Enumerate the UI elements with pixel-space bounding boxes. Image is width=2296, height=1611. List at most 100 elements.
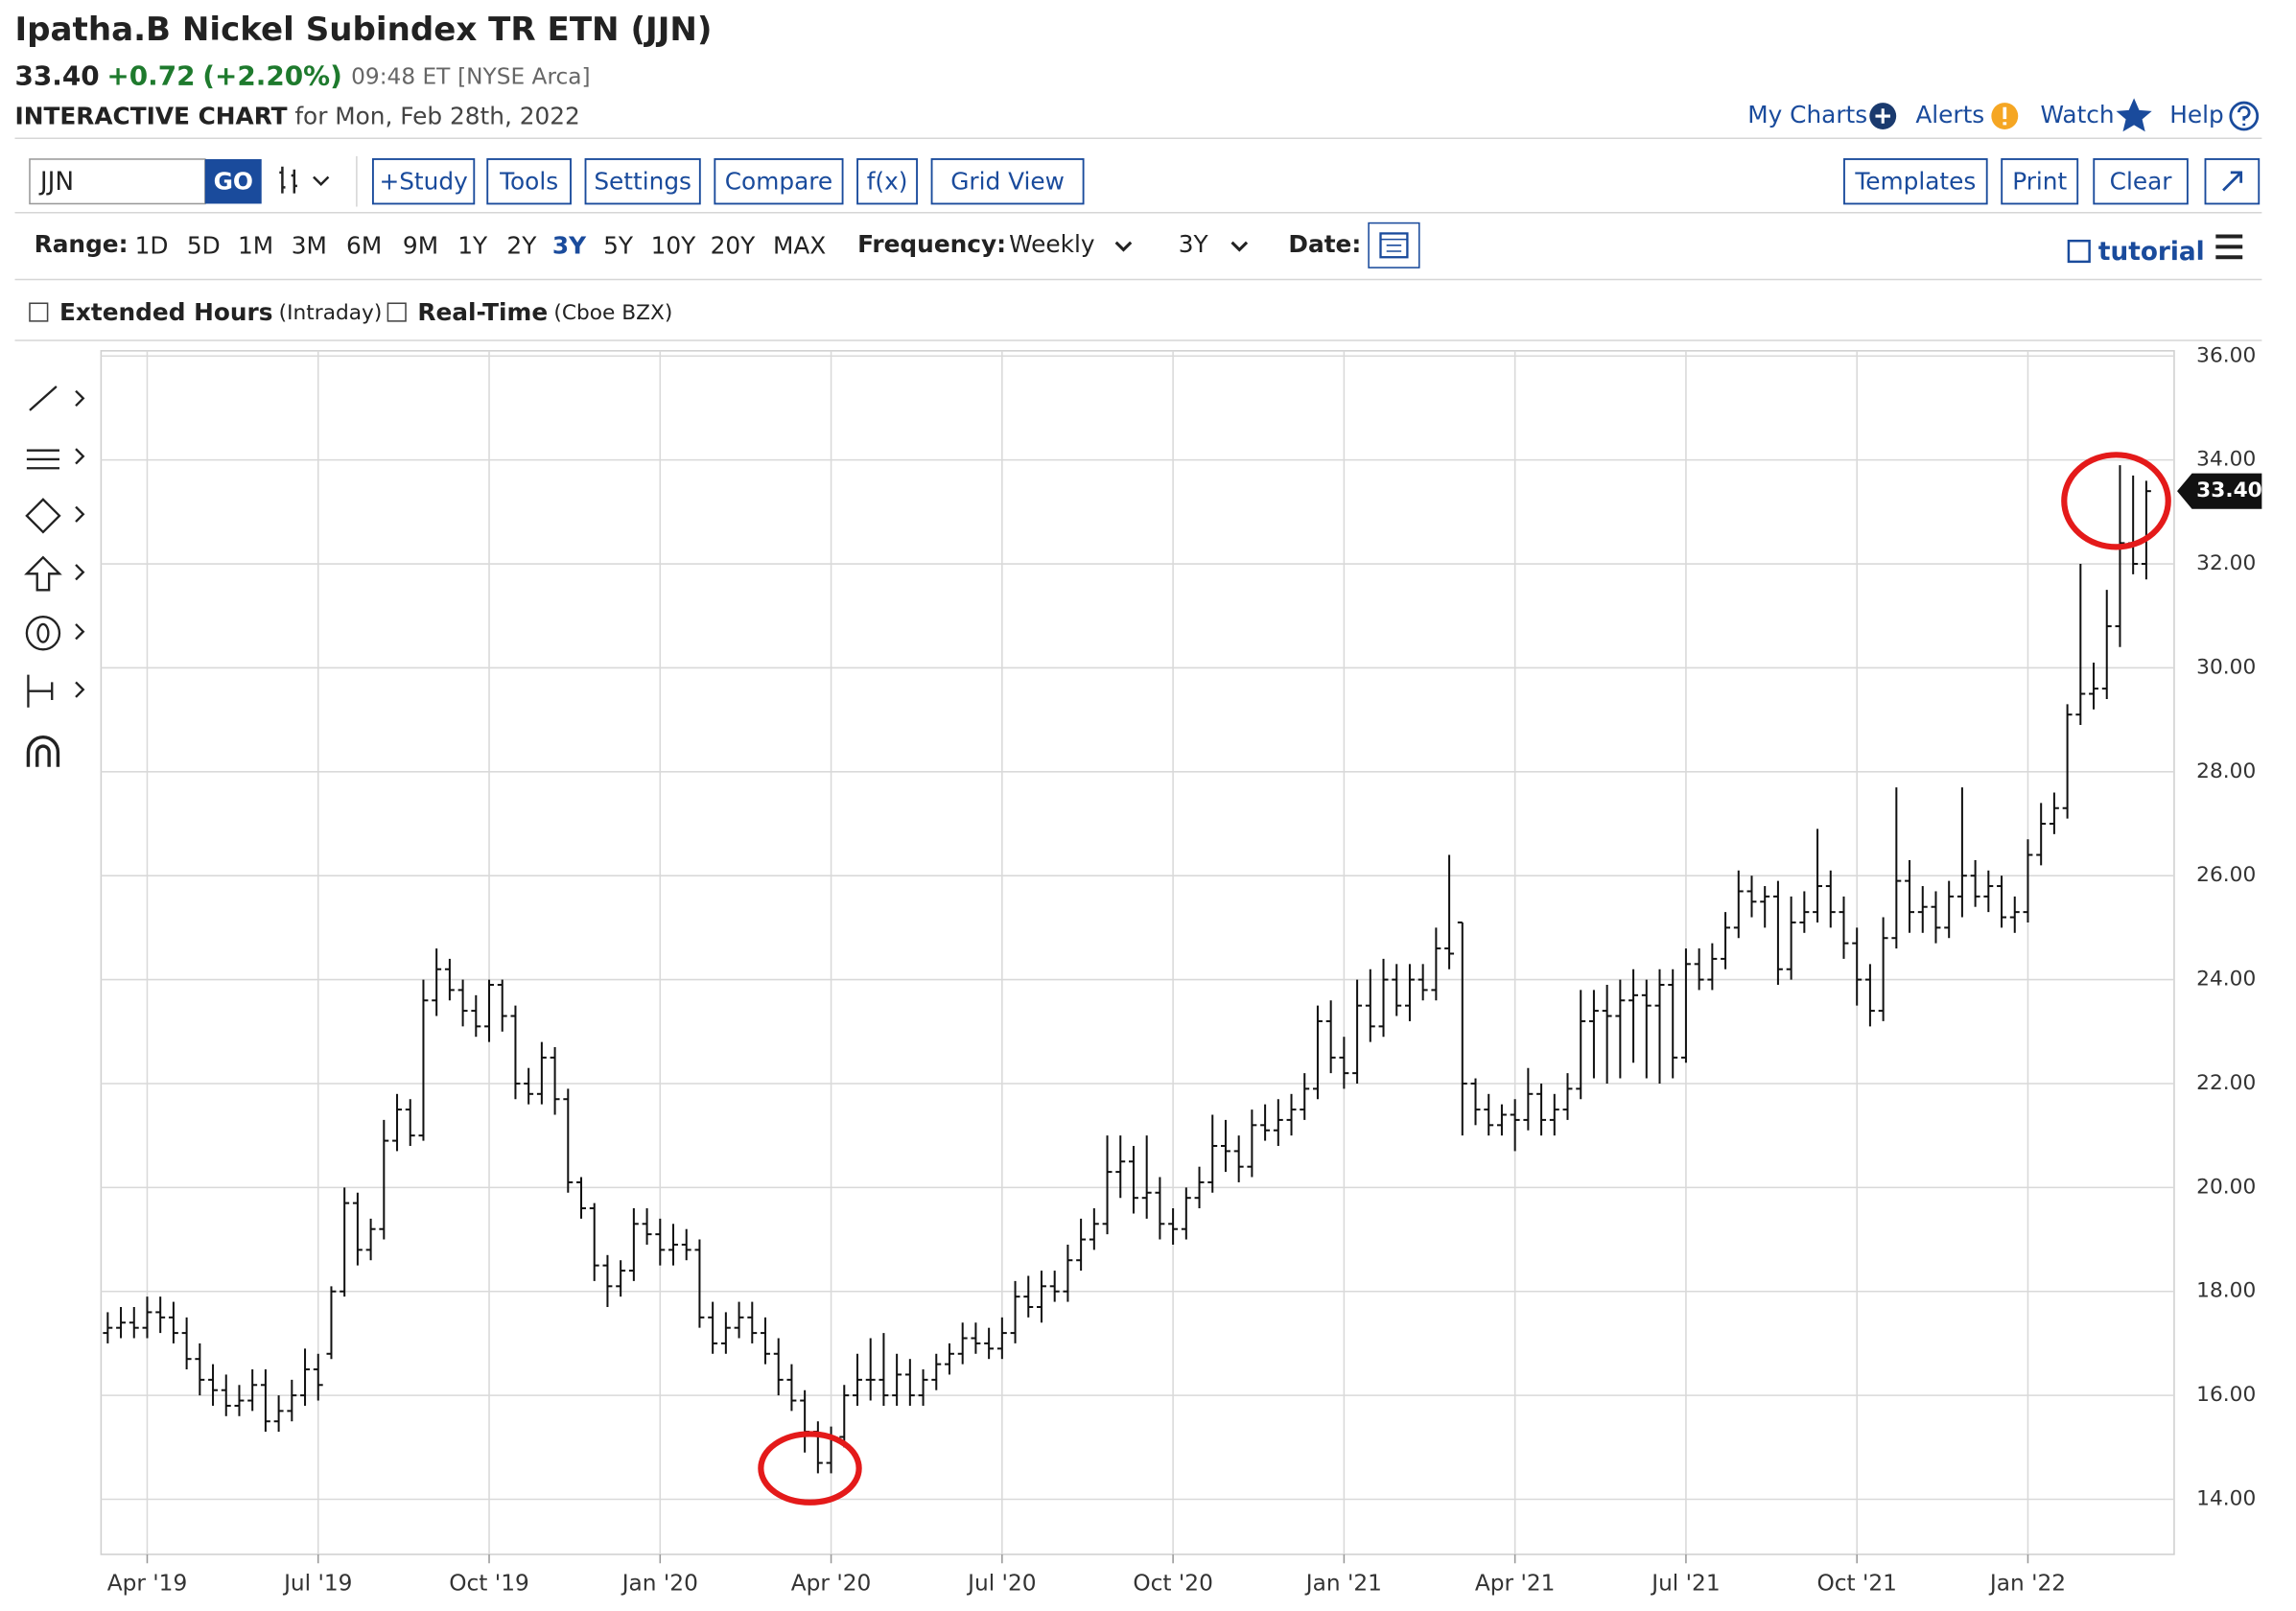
button-label[interactable]: Grid View xyxy=(950,168,1065,196)
checkbox[interactable] xyxy=(29,302,49,322)
tutorial[interactable]: tutorial xyxy=(2098,238,2205,267)
tool-arrow[interactable] xyxy=(75,505,85,523)
go-button[interactable] xyxy=(204,158,262,204)
calendar-lines xyxy=(1380,238,1408,252)
button[interactable]: Print xyxy=(2001,158,2079,205)
button[interactable]: Settings xyxy=(584,158,701,205)
range-option[interactable]: MAX xyxy=(773,231,826,259)
range-option[interactable]: 5Y xyxy=(603,231,634,259)
range-option[interactable]: 2Y xyxy=(506,231,537,259)
go-label[interactable]: GO xyxy=(214,168,253,196)
chevron[interactable] xyxy=(1230,241,1249,252)
button-frame[interactable] xyxy=(371,158,476,205)
button[interactable]: Templates xyxy=(1843,158,1988,205)
calendar-icon xyxy=(1379,232,1409,259)
button[interactable]: +Study xyxy=(371,158,476,205)
x-tick-label: Jan '22 xyxy=(1988,1570,2066,1596)
option[interactable]: Real-Time (Cboe BZX) xyxy=(417,298,672,326)
bar-type-icon[interactable] xyxy=(279,166,330,194)
range-option[interactable]: 3M xyxy=(292,231,327,259)
y-tick-label: 26.00 xyxy=(2196,863,2256,887)
range-option[interactable]: 6M xyxy=(346,231,382,259)
tool-arrowup[interactable] xyxy=(24,555,62,592)
link[interactable]: My Charts xyxy=(1747,101,1867,128)
button-frame[interactable] xyxy=(930,158,1085,205)
last-price-tag xyxy=(2177,473,2262,509)
button-label[interactable]: Tools xyxy=(499,168,558,196)
option[interactable]: Extended Hours (Intraday) xyxy=(59,298,382,326)
change: +0.72 xyxy=(106,60,195,92)
y-tick-label: 28.00 xyxy=(2196,759,2256,783)
tool-circle[interactable] xyxy=(25,616,61,651)
frequency[interactable]: Weekly xyxy=(1009,230,1094,258)
expand-icon[interactable] xyxy=(2222,171,2243,192)
tool-line[interactable] xyxy=(29,385,58,411)
y-tick-label: 16.00 xyxy=(2196,1383,2256,1407)
tool-fib[interactable] xyxy=(26,449,59,470)
x-tick-label: Jul '21 xyxy=(1650,1570,1720,1596)
help-icon[interactable] xyxy=(2229,101,2260,131)
checkbox[interactable] xyxy=(387,302,407,322)
y-tick-label: 34.00 xyxy=(2196,448,2256,472)
tool-shape[interactable] xyxy=(25,498,61,534)
button-label[interactable]: Templates xyxy=(1854,168,1976,196)
option-label[interactable]: Extended Hours xyxy=(59,298,273,326)
tool-arrow[interactable] xyxy=(75,681,85,698)
button-label[interactable]: Compare xyxy=(725,168,832,196)
drawing-tools xyxy=(24,385,85,767)
x-tick-label: Jul '20 xyxy=(966,1570,1036,1596)
button[interactable]: Grid View xyxy=(930,158,1085,205)
y-tick-label: 32.00 xyxy=(2196,551,2256,575)
range-option[interactable]: 3Y xyxy=(552,231,587,259)
star-icon[interactable] xyxy=(2116,98,2152,132)
button[interactable]: Clear xyxy=(2093,158,2189,205)
option-note: (Cboe BZX) xyxy=(553,301,672,325)
x-tick-label: Jul '19 xyxy=(282,1570,352,1596)
button-frame[interactable] xyxy=(1843,158,1988,205)
button-label[interactable]: Print xyxy=(2012,168,2067,196)
button[interactable]: Compare xyxy=(714,158,844,205)
range-option[interactable]: 1M xyxy=(238,231,273,259)
symbol[interactable]: JJN xyxy=(38,168,74,197)
button[interactable]: f(x) xyxy=(856,158,918,205)
range-option[interactable]: 5D xyxy=(187,231,221,259)
x-tick-label: Jan '20 xyxy=(621,1570,698,1596)
link[interactable]: Alerts xyxy=(1915,101,1984,128)
tutorial-icon[interactable] xyxy=(2067,239,2091,264)
button[interactable]: Tools xyxy=(486,158,572,205)
button-frame[interactable] xyxy=(714,158,844,205)
button-frame[interactable] xyxy=(856,158,918,205)
option-label[interactable]: Real-Time xyxy=(417,298,548,326)
button-frame[interactable] xyxy=(486,158,572,205)
y-tick-label: 22.00 xyxy=(2196,1071,2256,1095)
range-option[interactable]: 1Y xyxy=(457,231,488,259)
expand-button[interactable] xyxy=(2204,158,2261,205)
tool-arrow[interactable] xyxy=(75,448,85,465)
tool-arrow[interactable] xyxy=(75,623,85,641)
range-option[interactable]: 10Y xyxy=(651,231,697,259)
tool-measure[interactable] xyxy=(27,674,54,708)
button-label[interactable]: +Study xyxy=(379,168,467,196)
symbol-input[interactable] xyxy=(29,158,206,205)
menu-icon[interactable] xyxy=(2215,234,2243,260)
help-glyph xyxy=(2237,105,2251,127)
button-frame[interactable] xyxy=(584,158,701,205)
plot-frame xyxy=(100,350,2175,1555)
button-label[interactable]: Clear xyxy=(2110,168,2173,196)
button-label[interactable]: f(x) xyxy=(867,168,908,196)
tool-arrow[interactable] xyxy=(75,564,85,581)
tool-magnet[interactable] xyxy=(26,735,60,767)
link[interactable]: Watch xyxy=(2040,101,2114,128)
link[interactable]: Help xyxy=(2169,101,2224,128)
period[interactable]: 3Y xyxy=(1179,230,1209,258)
button-frame[interactable] xyxy=(2001,158,2079,205)
tool-arrow[interactable] xyxy=(75,389,85,408)
button-frame[interactable] xyxy=(2093,158,2189,205)
chevron[interactable] xyxy=(1114,241,1133,252)
button-label[interactable]: Settings xyxy=(594,168,691,196)
range-option[interactable]: 20Y xyxy=(711,231,757,259)
range-option[interactable]: 1D xyxy=(135,231,169,259)
for-date: for Mon, Feb 28th, 2022 xyxy=(294,103,579,130)
range-option[interactable]: 9M xyxy=(403,231,438,259)
